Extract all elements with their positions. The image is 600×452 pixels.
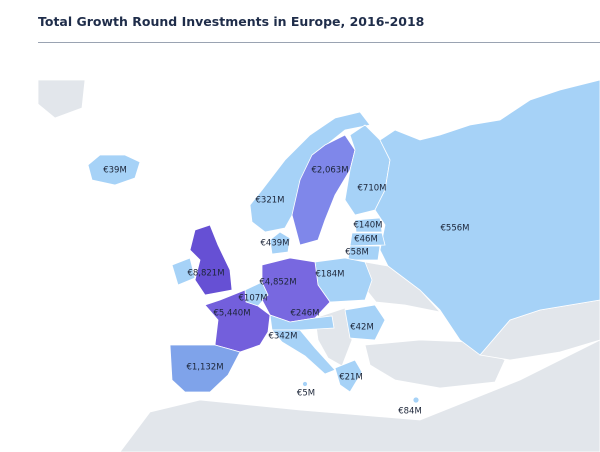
region-label: €84M bbox=[398, 407, 422, 417]
region-label: €46M bbox=[354, 235, 378, 245]
region bbox=[344, 304, 386, 341]
region bbox=[347, 245, 381, 261]
region bbox=[374, 79, 600, 356]
region-label: €2,063M bbox=[311, 166, 348, 176]
region-label: €140M bbox=[354, 221, 383, 231]
region-label: €107M bbox=[239, 294, 268, 304]
region-label: €246M bbox=[291, 309, 320, 319]
value-labels: €39M €321M €2,063M €710M €556M €439M €140M €46M… bbox=[103, 166, 469, 417]
title: Total Growth Round Investments in Europe… bbox=[38, 14, 425, 29]
region-label: €4,852M bbox=[259, 278, 296, 288]
region-label: €58M bbox=[345, 248, 369, 258]
region-label: €710M bbox=[358, 184, 387, 194]
regions bbox=[87, 79, 600, 404]
region-label: €321M bbox=[256, 196, 285, 206]
region-label: €5,440M bbox=[213, 309, 250, 319]
region bbox=[349, 232, 386, 247]
region bbox=[302, 381, 308, 387]
region bbox=[334, 359, 363, 393]
region-label: €184M bbox=[316, 270, 345, 280]
region-label: €8,821M bbox=[187, 269, 224, 279]
region bbox=[249, 111, 371, 233]
region bbox=[412, 396, 420, 404]
region bbox=[169, 344, 241, 393]
region-label: €42M bbox=[350, 323, 374, 333]
region bbox=[271, 329, 336, 375]
region-label: €439M bbox=[261, 239, 290, 249]
region-label: €39M bbox=[103, 166, 127, 176]
region bbox=[87, 154, 141, 186]
region bbox=[189, 224, 233, 296]
region-label: €342M bbox=[269, 332, 298, 342]
region-label: €21M bbox=[339, 373, 363, 383]
region bbox=[171, 257, 196, 286]
region bbox=[269, 231, 291, 255]
region bbox=[354, 217, 383, 233]
region-label: €5M bbox=[297, 389, 315, 399]
region-label: €556M bbox=[441, 224, 470, 234]
region-label: €1,132M bbox=[186, 363, 223, 373]
region bbox=[204, 289, 271, 353]
divider bbox=[38, 42, 600, 43]
